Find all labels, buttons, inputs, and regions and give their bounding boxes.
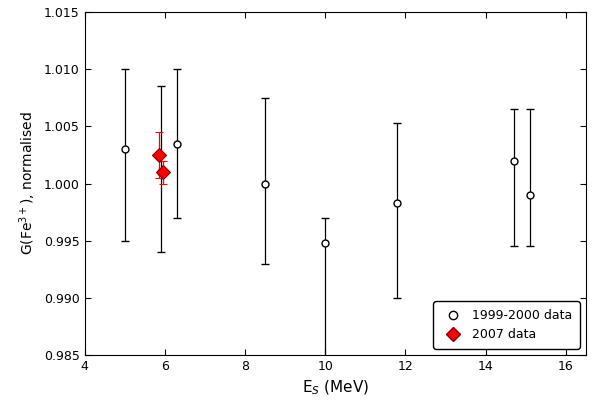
Legend: 1999-2000 data, 2007 data: 1999-2000 data, 2007 data: [433, 302, 580, 349]
Y-axis label: G(Fe$^{3+}$), normalised: G(Fe$^{3+}$), normalised: [18, 112, 38, 255]
X-axis label: E$_S$ (MeV): E$_S$ (MeV): [301, 378, 369, 397]
